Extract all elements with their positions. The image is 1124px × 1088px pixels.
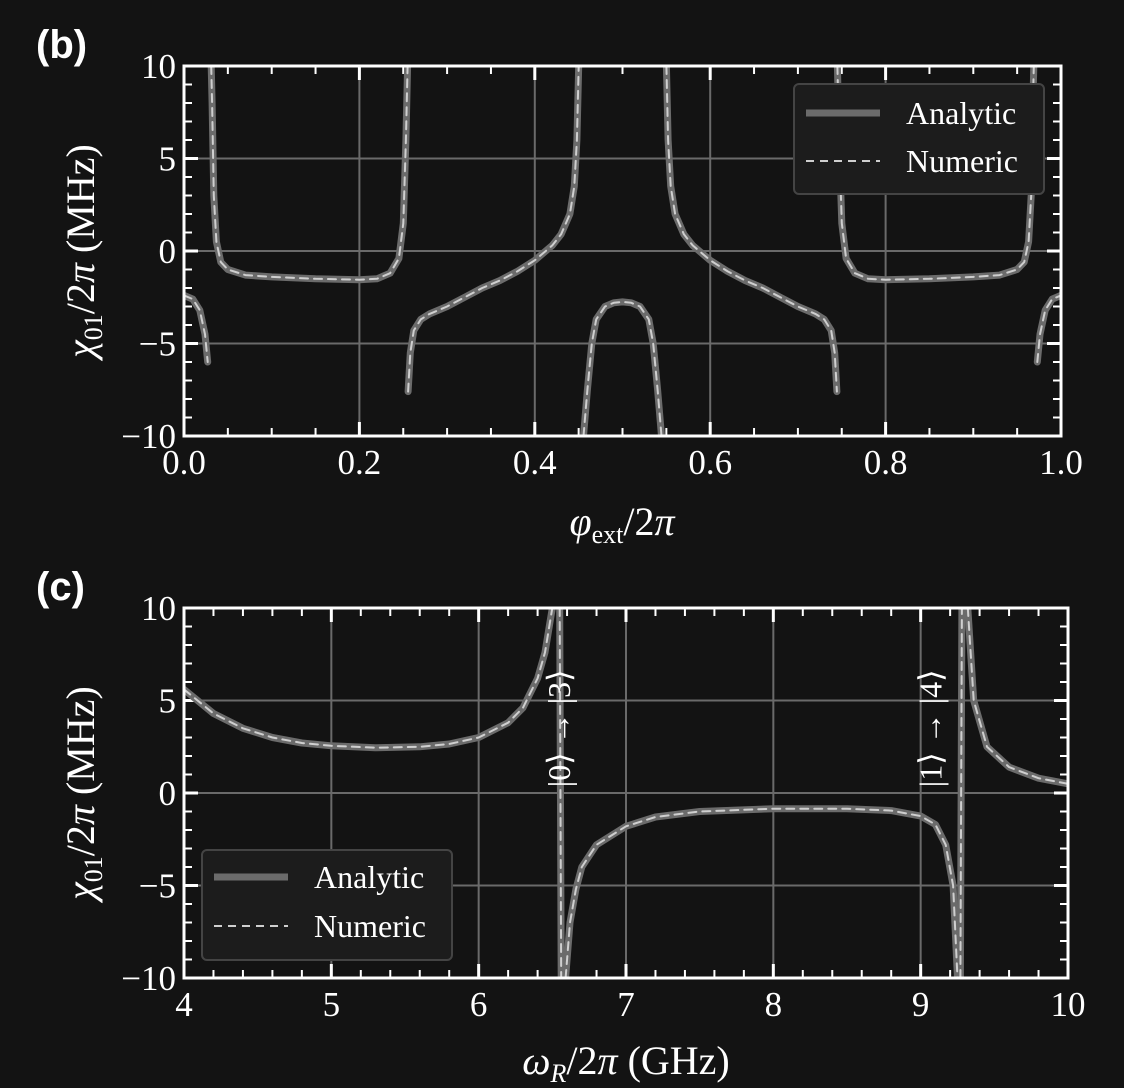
panel-c-series (184, 608, 1068, 978)
analytic-series-line (207, 66, 412, 284)
y-tick-label: −10 (121, 417, 176, 456)
panel-c-x-axis-label: ωR/2π (GHz) (522, 1038, 729, 1088)
y-tick-label: 10 (141, 47, 176, 86)
analytic-series-line (184, 608, 556, 752)
y-tick-label: 5 (159, 682, 177, 721)
numeric-series-line (210, 66, 409, 281)
panel-c-y-axis-label: χ01/2π (MHz) (58, 686, 108, 904)
numeric-series-line (407, 66, 580, 393)
y-tick-label: 5 (159, 140, 177, 179)
panel-c-frame (182, 606, 1070, 980)
x-tick-label: 0.4 (513, 443, 557, 482)
panel-b-tick-labels: 0.0 0.2 0.4 0.6 0.8 1.0 10 5 0 −5 −10 (121, 47, 1083, 482)
y-tick-label: −5 (139, 867, 176, 906)
numeric-series-line (558, 608, 563, 978)
panel-c-legend-analytic-label: Analytic (314, 859, 424, 895)
panel-c-chart: (c) 4 5 6 7 8 9 10 10 5 0 −5 −10 |0⟩ → |3⟩ |1⟩ → |4⟩… (36, 565, 1086, 1088)
panel-b-label: (b) (36, 23, 87, 67)
numeric-series-line (564, 807, 959, 978)
x-tick-label: 10 (1051, 985, 1086, 1024)
x-tick-label: 9 (912, 985, 930, 1024)
transition-annotation: |1⟩ → |4⟩ (912, 669, 948, 787)
panel-c-tick-labels: 4 5 6 7 8 9 10 10 5 0 −5 −10 (121, 589, 1085, 1024)
panel-c-label: (c) (36, 565, 85, 609)
panel-b-y-axis-label: χ01/2π (MHz) (58, 144, 108, 362)
x-tick-label: 0.6 (688, 443, 732, 482)
panel-b-legend-numeric-label: Numeric (906, 143, 1018, 179)
panel-b-series (184, 66, 1061, 436)
panel-c-legend-numeric-label: Numeric (314, 908, 426, 944)
y-tick-label: −5 (139, 325, 176, 364)
panel-b-chart: (b) 0.0 0.2 0.4 0.6 0.8 1.0 10 5 0 −5 −10 Analytic… (36, 23, 1083, 549)
panel-b-legend: Analytic Numeric (793, 83, 1045, 195)
transition-annotation: |0⟩ → |3⟩ (541, 669, 577, 787)
numeric-series-line (184, 294, 209, 363)
numeric-series-line (836, 66, 1035, 281)
x-tick-label: 8 (765, 985, 783, 1024)
x-tick-label: 6 (470, 985, 488, 1024)
numeric-series-line (665, 66, 838, 393)
panel-b-legend-analytic-label: Analytic (906, 95, 1016, 131)
panel-c-legend: Analytic Numeric (201, 849, 453, 961)
numeric-series-line (582, 300, 663, 436)
numeric-series-line (959, 608, 963, 978)
numeric-series-line (184, 608, 554, 749)
y-tick-label: −10 (121, 959, 176, 998)
y-tick-label: 0 (159, 774, 177, 813)
panel-b-frame (182, 64, 1063, 438)
y-tick-label: 0 (159, 232, 177, 271)
numeric-series-line (966, 608, 1068, 785)
y-tick-label: 10 (141, 589, 176, 628)
x-tick-label: 0.2 (338, 443, 382, 482)
x-tick-label: 0.0 (162, 443, 206, 482)
panel-c-annotations: |0⟩ → |3⟩ |1⟩ → |4⟩ (541, 669, 948, 787)
x-tick-label: 1.0 (1039, 443, 1083, 482)
panel-b-x-axis-label: φext/2π (569, 499, 675, 549)
x-tick-label: 7 (617, 985, 635, 1024)
x-tick-label: 0.8 (864, 443, 908, 482)
analytic-series-line (562, 805, 961, 978)
numeric-series-line (1036, 294, 1061, 363)
analytic-series-line (964, 608, 1068, 788)
x-tick-label: 4 (175, 985, 193, 1024)
x-tick-label: 5 (323, 985, 341, 1024)
